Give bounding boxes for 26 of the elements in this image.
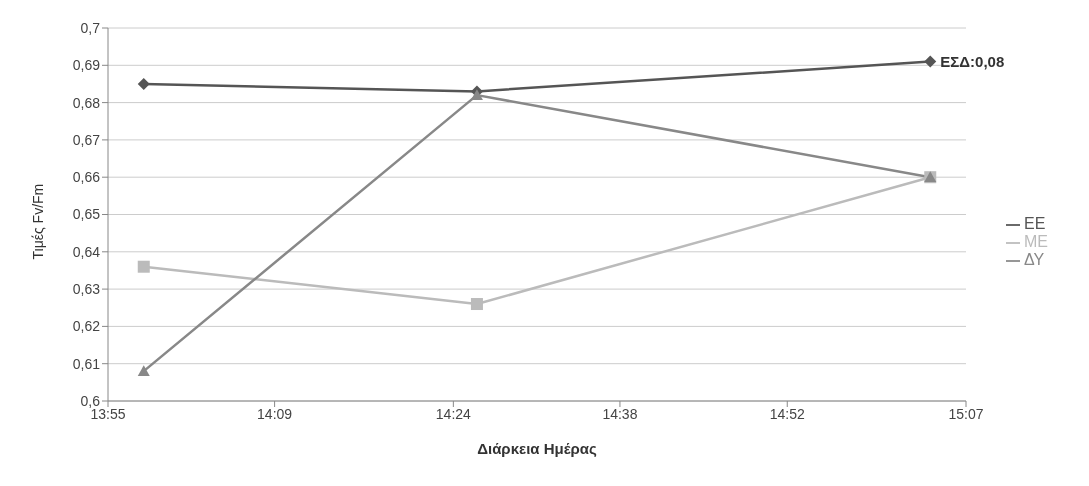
legend-label: ΔΥ (1024, 251, 1045, 268)
y-tick-label: 0,63 (72, 281, 101, 298)
x-axis-title: Διάρκεια Ημέρας (477, 440, 597, 457)
y-tick-label: 0,69 (72, 57, 101, 74)
legend-label: ΜΕ (1024, 233, 1048, 250)
point (470, 298, 483, 311)
y-tick-label: 0,65 (72, 206, 101, 223)
point (924, 55, 937, 68)
y-tick-label: 0,64 (72, 243, 101, 260)
point (137, 77, 150, 90)
x-tick-label: 14:52 (769, 405, 805, 422)
annotation: ΕΣΔ:0,08 (940, 52, 1005, 70)
y-tick-label: 0,66 (72, 169, 101, 186)
x-tick-label: 14:24 (435, 405, 472, 422)
x-tick-label: 14:38 (602, 405, 638, 422)
y-axis-title: Τιμές Fv/Fm (29, 183, 46, 260)
x-tick-label: 14:09 (257, 405, 293, 422)
y-tick-label: 0,62 (72, 318, 101, 335)
point (137, 260, 150, 273)
y-tick-label: 0,7 (80, 19, 101, 36)
point (137, 365, 150, 376)
y-tick-label: 0,68 (72, 94, 101, 111)
y-tick-label: 0,61 (72, 355, 101, 372)
legend-label: ΕΕ (1024, 215, 1046, 232)
y-tick-label: 0,67 (72, 131, 101, 148)
x-tick-label: 15:07 (948, 405, 984, 422)
